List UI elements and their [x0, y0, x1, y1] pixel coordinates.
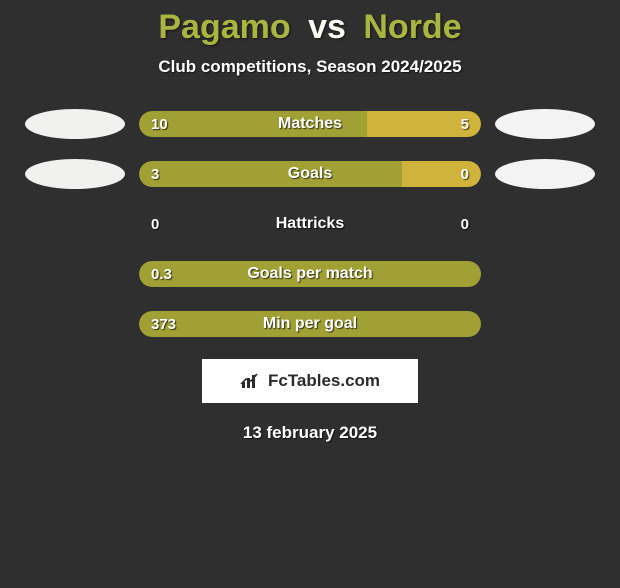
- stat-value-left: 3: [151, 161, 159, 187]
- player1-name: Pagamo: [158, 8, 290, 46]
- stat-label: Goals per match: [139, 261, 481, 287]
- title-vs: vs: [308, 8, 346, 46]
- player2-name: Norde: [363, 8, 461, 46]
- logo-box: FcTables.com: [202, 359, 418, 403]
- stat-row: Min per goal373: [0, 309, 620, 339]
- stat-value-right: 0: [461, 161, 469, 187]
- stat-row: Hattricks0 0: [0, 209, 620, 239]
- stat-label: Matches: [139, 111, 481, 137]
- stat-value-right: 0: [461, 211, 469, 237]
- chart-icon: [240, 372, 262, 390]
- logo-text: FcTables.com: [268, 371, 380, 391]
- stat-bar: Hattricks0 0: [139, 211, 481, 237]
- stat-label: Min per goal: [139, 311, 481, 337]
- stat-value-left: 0: [151, 211, 159, 237]
- stat-value-left: 0.3: [151, 261, 172, 287]
- stat-bar: Goals per match0.3: [139, 261, 481, 287]
- player2-marker: [495, 159, 595, 189]
- player1-marker: [25, 109, 125, 139]
- stat-value-left: 10: [151, 111, 168, 137]
- stat-bar: Min per goal373: [139, 311, 481, 337]
- stat-row: Goals3 0: [0, 159, 620, 189]
- subtitle: Club competitions, Season 2024/2025: [0, 57, 620, 77]
- stat-row: Goals per match0.3: [0, 259, 620, 289]
- stat-bars: Matches105Goals30Hattricks00Goals per ma…: [0, 109, 620, 339]
- stat-bar: Matches10 5: [139, 111, 481, 137]
- player2-marker: [495, 109, 595, 139]
- stat-label: Goals: [139, 161, 481, 187]
- infographic-root: Pagamo vs Norde Club competitions, Seaso…: [0, 8, 620, 588]
- stat-row: Matches10 5: [0, 109, 620, 139]
- date-label: 13 february 2025: [0, 423, 620, 443]
- stat-value-right: 5: [461, 111, 469, 137]
- page-title: Pagamo vs Norde: [0, 8, 620, 47]
- stat-label: Hattricks: [139, 211, 481, 237]
- stat-value-left: 373: [151, 311, 176, 337]
- player1-marker: [25, 159, 125, 189]
- stat-bar: Goals3 0: [139, 161, 481, 187]
